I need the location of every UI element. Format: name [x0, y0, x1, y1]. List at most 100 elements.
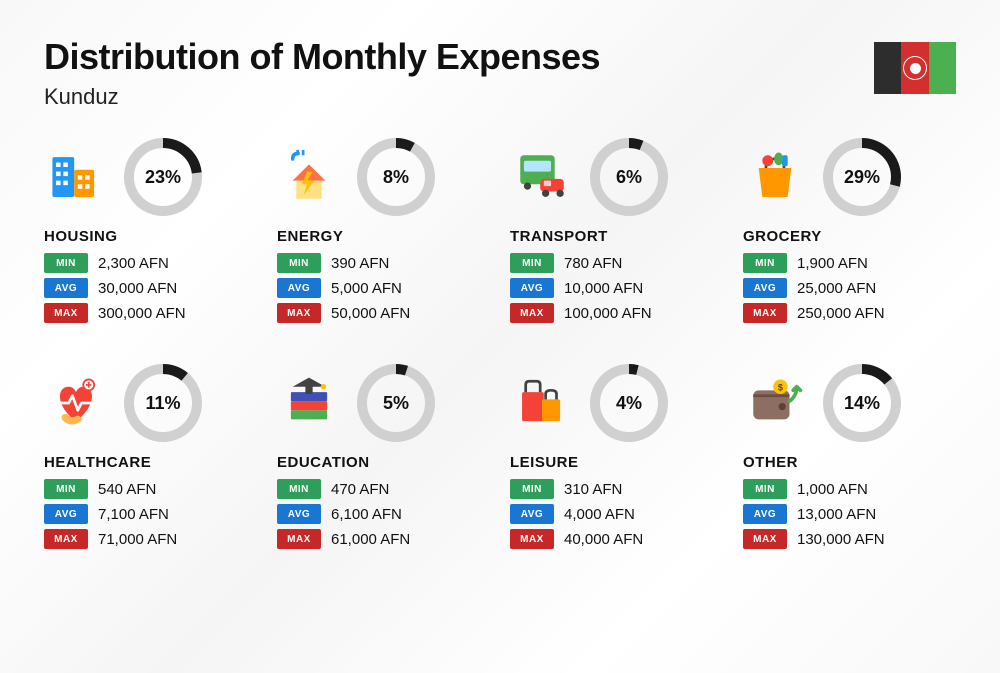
avg-badge: AVG	[743, 278, 787, 298]
min-badge: MIN	[510, 253, 554, 273]
donut-other: 14%	[823, 364, 901, 442]
stat-min-row: MIN 470 AFN	[277, 479, 490, 499]
stat-max-row: MAX 71,000 AFN	[44, 529, 257, 549]
max-value: 40,000 AFN	[564, 531, 643, 548]
avg-badge: AVG	[510, 504, 554, 524]
category-name: ENERGY	[277, 228, 490, 245]
donut-healthcare: 11%	[124, 364, 202, 442]
card-top: 5%	[277, 364, 490, 442]
min-badge: MIN	[743, 479, 787, 499]
max-badge: MAX	[44, 529, 88, 549]
leisure-icon	[510, 371, 574, 435]
donut-pct-label: 4%	[590, 364, 668, 442]
max-badge: MAX	[277, 303, 321, 323]
category-name: HOUSING	[44, 228, 257, 245]
max-value: 61,000 AFN	[331, 531, 410, 548]
stat-max-row: MAX 61,000 AFN	[277, 529, 490, 549]
avg-value: 25,000 AFN	[797, 280, 876, 297]
grocery-icon	[743, 145, 807, 209]
donut-pct-label: 14%	[823, 364, 901, 442]
min-badge: MIN	[510, 479, 554, 499]
avg-badge: AVG	[44, 504, 88, 524]
max-badge: MAX	[743, 303, 787, 323]
min-value: 1,000 AFN	[797, 481, 868, 498]
flag-icon	[874, 42, 956, 94]
avg-badge: AVG	[277, 278, 321, 298]
max-badge: MAX	[510, 529, 554, 549]
stat-avg-row: AVG 5,000 AFN	[277, 278, 490, 298]
avg-value: 7,100 AFN	[98, 506, 169, 523]
stat-max-row: MAX 100,000 AFN	[510, 303, 723, 323]
max-value: 50,000 AFN	[331, 305, 410, 322]
min-badge: MIN	[277, 479, 321, 499]
other-icon: $	[743, 371, 807, 435]
donut-transport: 6%	[590, 138, 668, 216]
stat-avg-row: AVG 4,000 AFN	[510, 504, 723, 524]
stat-min-row: MIN 310 AFN	[510, 479, 723, 499]
card-grocery: 29% GROCERY MIN 1,900 AFN AVG 25,000 AFN…	[743, 138, 956, 328]
donut-leisure: 4%	[590, 364, 668, 442]
stat-avg-row: AVG 6,100 AFN	[277, 504, 490, 524]
donut-pct-label: 11%	[124, 364, 202, 442]
donut-pct-label: 8%	[357, 138, 435, 216]
category-name: EDUCATION	[277, 454, 490, 471]
max-badge: MAX	[44, 303, 88, 323]
card-education: 5% EDUCATION MIN 470 AFN AVG 6,100 AFN M…	[277, 364, 490, 554]
stat-min-row: MIN 540 AFN	[44, 479, 257, 499]
card-other: $ 14% OTHER MIN 1,000 AFN AVG 13,000 AFN…	[743, 364, 956, 554]
stat-min-row: MIN 1,900 AFN	[743, 253, 956, 273]
max-badge: MAX	[743, 529, 787, 549]
stat-max-row: MAX 250,000 AFN	[743, 303, 956, 323]
stat-min-row: MIN 780 AFN	[510, 253, 723, 273]
card-housing: 23% HOUSING MIN 2,300 AFN AVG 30,000 AFN…	[44, 138, 257, 328]
max-value: 250,000 AFN	[797, 305, 885, 322]
donut-pct-label: 29%	[823, 138, 901, 216]
energy-icon	[277, 145, 341, 209]
min-value: 310 AFN	[564, 481, 622, 498]
donut-pct-label: 6%	[590, 138, 668, 216]
stat-min-row: MIN 1,000 AFN	[743, 479, 956, 499]
education-icon	[277, 371, 341, 435]
donut-housing: 23%	[124, 138, 202, 216]
min-value: 780 AFN	[564, 255, 622, 272]
donut-grocery: 29%	[823, 138, 901, 216]
min-value: 390 AFN	[331, 255, 389, 272]
min-badge: MIN	[44, 253, 88, 273]
min-badge: MIN	[44, 479, 88, 499]
card-healthcare: 11% HEALTHCARE MIN 540 AFN AVG 7,100 AFN…	[44, 364, 257, 554]
stat-min-row: MIN 390 AFN	[277, 253, 490, 273]
max-value: 100,000 AFN	[564, 305, 652, 322]
avg-value: 4,000 AFN	[564, 506, 635, 523]
min-value: 1,900 AFN	[797, 255, 868, 272]
transport-icon	[510, 145, 574, 209]
min-value: 540 AFN	[98, 481, 156, 498]
stat-avg-row: AVG 30,000 AFN	[44, 278, 257, 298]
min-value: 470 AFN	[331, 481, 389, 498]
card-top: 4%	[510, 364, 723, 442]
stat-avg-row: AVG 10,000 AFN	[510, 278, 723, 298]
category-name: HEALTHCARE	[44, 454, 257, 471]
card-top: 8%	[277, 138, 490, 216]
donut-energy: 8%	[357, 138, 435, 216]
avg-value: 10,000 AFN	[564, 280, 643, 297]
page-subtitle: Kunduz	[44, 84, 600, 110]
stat-avg-row: AVG 25,000 AFN	[743, 278, 956, 298]
healthcare-icon	[44, 371, 108, 435]
avg-badge: AVG	[44, 278, 88, 298]
stat-avg-row: AVG 7,100 AFN	[44, 504, 257, 524]
stat-avg-row: AVG 13,000 AFN	[743, 504, 956, 524]
card-top: 29%	[743, 138, 956, 216]
svg-text:$: $	[778, 382, 783, 392]
card-top: 11%	[44, 364, 257, 442]
avg-badge: AVG	[510, 278, 554, 298]
stat-max-row: MAX 40,000 AFN	[510, 529, 723, 549]
avg-value: 13,000 AFN	[797, 506, 876, 523]
avg-value: 30,000 AFN	[98, 280, 177, 297]
category-grid: 23% HOUSING MIN 2,300 AFN AVG 30,000 AFN…	[44, 138, 956, 554]
category-name: LEISURE	[510, 454, 723, 471]
donut-pct-label: 5%	[357, 364, 435, 442]
max-value: 71,000 AFN	[98, 531, 177, 548]
title-block: Distribution of Monthly Expenses Kunduz	[44, 36, 600, 110]
category-name: OTHER	[743, 454, 956, 471]
avg-value: 5,000 AFN	[331, 280, 402, 297]
